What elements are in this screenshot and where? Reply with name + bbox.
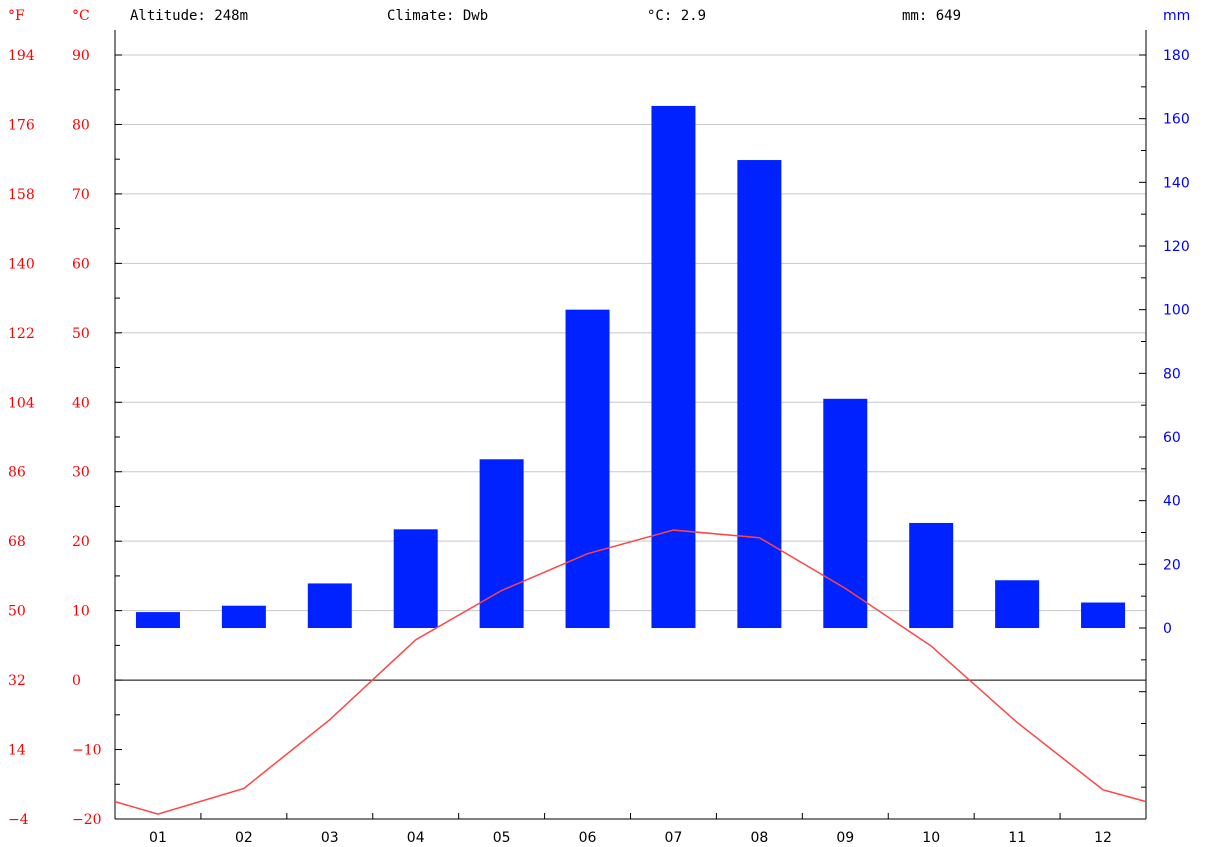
- mm-tick-label: 160: [1163, 112, 1190, 128]
- precip-bar-02: [221, 605, 266, 628]
- month-label-04: 04: [407, 830, 425, 846]
- celsius-tick-label: 80: [72, 117, 90, 133]
- month-label-11: 11: [1008, 830, 1026, 846]
- axis-labels: 9019480176701586014050122401043086206810…: [8, 48, 1190, 846]
- celsius-tick-label: 0: [72, 673, 81, 689]
- fahrenheit-tick-label: 176: [8, 117, 35, 133]
- fahrenheit-tick-label: 140: [8, 256, 35, 272]
- precip-bar-10: [909, 522, 954, 628]
- month-label-05: 05: [493, 830, 511, 846]
- precip-bar-07: [651, 105, 696, 628]
- climate-text: Climate: Dwb: [387, 8, 488, 24]
- precip-bar-04: [393, 529, 438, 628]
- precip-bar-06: [565, 309, 610, 628]
- celsius-tick-label: 70: [72, 187, 90, 203]
- fahrenheit-tick-label: 68: [8, 534, 26, 550]
- celsius-tick-label: 10: [72, 604, 90, 620]
- fahrenheit-tick-label: 50: [8, 604, 26, 620]
- month-label-12: 12: [1094, 830, 1112, 846]
- mm-tick-label: 60: [1163, 430, 1181, 446]
- mm-tick-label: 100: [1163, 303, 1190, 319]
- temperature-series-line: [114, 529, 1147, 815]
- precip-bar-09: [823, 398, 868, 628]
- fahrenheit-tick-label: 104: [8, 395, 35, 411]
- celsius-tick-label: 60: [72, 256, 90, 272]
- celsius-tick-label: 30: [72, 465, 90, 481]
- precip-bar-08: [737, 160, 782, 629]
- mm-tick-label: 40: [1163, 494, 1181, 510]
- altitude-text: Altitude: 248m: [130, 8, 248, 24]
- fahrenheit-tick-label: 194: [8, 48, 35, 64]
- mm-tick-label: 0: [1163, 621, 1172, 637]
- fahrenheit-tick-label: −4: [8, 812, 29, 828]
- celsius-tick-label: −10: [72, 743, 102, 759]
- month-label-02: 02: [235, 830, 253, 846]
- precip-bar-12: [1081, 602, 1126, 628]
- fahrenheit-tick-label: 86: [8, 465, 26, 481]
- mean-temp-text: °C: 2.9: [647, 8, 706, 24]
- celsius-tick-label: 90: [72, 48, 90, 64]
- precip-bar-11: [995, 580, 1040, 628]
- precip-bar-01: [135, 612, 180, 628]
- celsius-tick-label: 20: [72, 534, 90, 550]
- celsius-tick-label: −20: [72, 812, 102, 828]
- mm-tick-label: 140: [1163, 175, 1190, 191]
- celsius-tick-label: 50: [72, 326, 90, 342]
- fahrenheit-tick-label: 14: [8, 743, 26, 759]
- gridlines: [115, 54, 1146, 612]
- month-label-07: 07: [665, 830, 683, 846]
- axes: [114, 30, 1147, 820]
- month-label-08: 08: [750, 830, 768, 846]
- fahrenheit-unit-label: °F: [8, 8, 25, 24]
- celsius-tick-label: 40: [72, 395, 90, 411]
- precip-total-text: mm: 649: [902, 8, 961, 24]
- celsius-unit-label: °C: [72, 8, 90, 24]
- fahrenheit-tick-label: 158: [8, 187, 35, 203]
- precip-bar-03: [307, 583, 352, 628]
- mm-tick-label: 80: [1163, 366, 1181, 382]
- month-label-10: 10: [922, 830, 940, 846]
- precip-bar-05: [479, 459, 524, 628]
- mm-tick-label: 180: [1163, 48, 1190, 64]
- temperature-line: [114, 529, 1147, 815]
- precipitation-bars: [135, 105, 1126, 629]
- month-label-01: 01: [149, 830, 167, 846]
- mm-tick-label: 20: [1163, 557, 1181, 573]
- fahrenheit-tick-label: 122: [8, 326, 35, 342]
- fahrenheit-tick-label: 32: [8, 673, 26, 689]
- mm-unit-label: mm: [1163, 8, 1190, 24]
- month-label-06: 06: [579, 830, 597, 846]
- mm-tick-label: 120: [1163, 239, 1190, 255]
- month-label-03: 03: [321, 830, 339, 846]
- month-label-09: 09: [836, 830, 854, 846]
